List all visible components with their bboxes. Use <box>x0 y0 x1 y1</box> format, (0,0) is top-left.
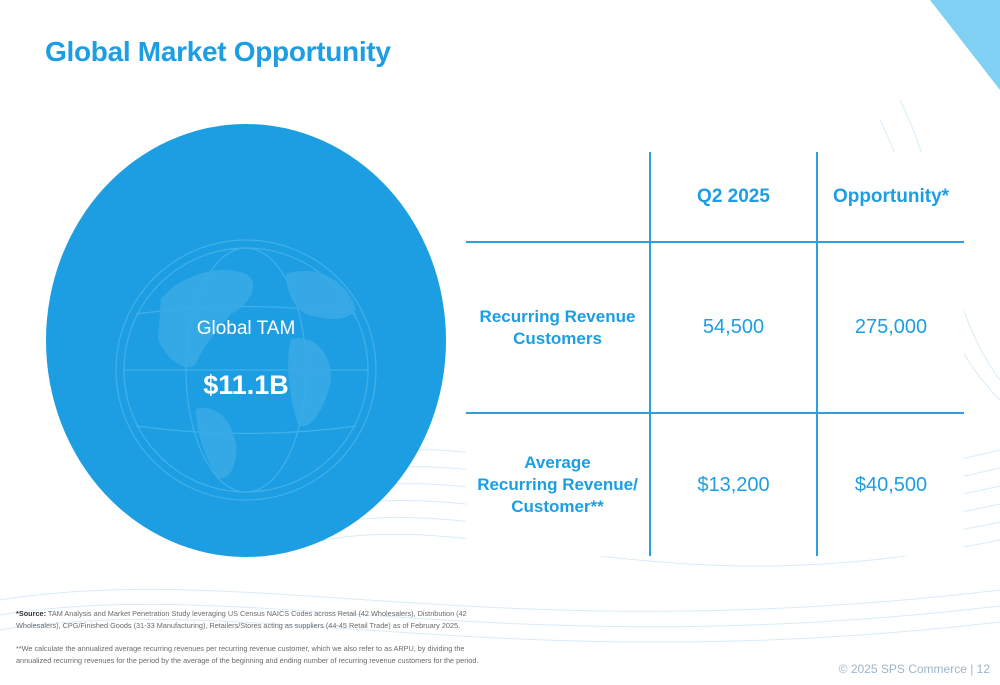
copyright-page-number: © 2025 SPS Commerce | 12 <box>838 662 990 676</box>
row-label-arpu: Average Recurring Revenue/ Customer** <box>466 414 649 556</box>
cell-arpu-opportunity: $40,500 <box>854 473 928 496</box>
row-label-customers: Recurring Revenue Customers <box>466 243 649 412</box>
column-header-q2: Q2 2025 <box>697 185 770 207</box>
tam-value: $11.1B <box>203 370 289 400</box>
tam-label: Global TAM <box>196 318 296 339</box>
arpu-footnote: **We calculate the annualized average re… <box>16 644 479 665</box>
cell-customers-opportunity: 275,000 <box>854 316 928 338</box>
row-label-line: Customer** <box>511 497 604 516</box>
table-divider <box>649 152 651 556</box>
column-header-opportunity: Opportunity* <box>832 185 950 207</box>
row-label-line: Recurring Revenue/ <box>477 475 638 494</box>
table-divider <box>466 412 964 414</box>
cell-arpu-q2: $13,200 <box>697 473 770 496</box>
source-footnote: *Source: TAM Analysis and Market Penetra… <box>16 608 486 632</box>
table-divider <box>816 152 818 556</box>
source-text: TAM Analysis and Market Penetration Stud… <box>16 609 467 630</box>
tam-circle <box>46 124 446 557</box>
cell-customers-q2: 54,500 <box>702 316 765 338</box>
table-divider <box>466 241 964 243</box>
source-prefix: *Source: <box>16 609 47 618</box>
opportunity-table: Q2 2025 Opportunity* Recurring Revenue C… <box>466 152 964 556</box>
row-label-line: Recurring Revenue <box>479 306 636 326</box>
row-label-line: Customers <box>513 328 602 348</box>
globe-icon <box>115 239 377 501</box>
page-title: Global Market Opportunity <box>45 36 391 67</box>
row-label-line: Average <box>524 453 591 472</box>
